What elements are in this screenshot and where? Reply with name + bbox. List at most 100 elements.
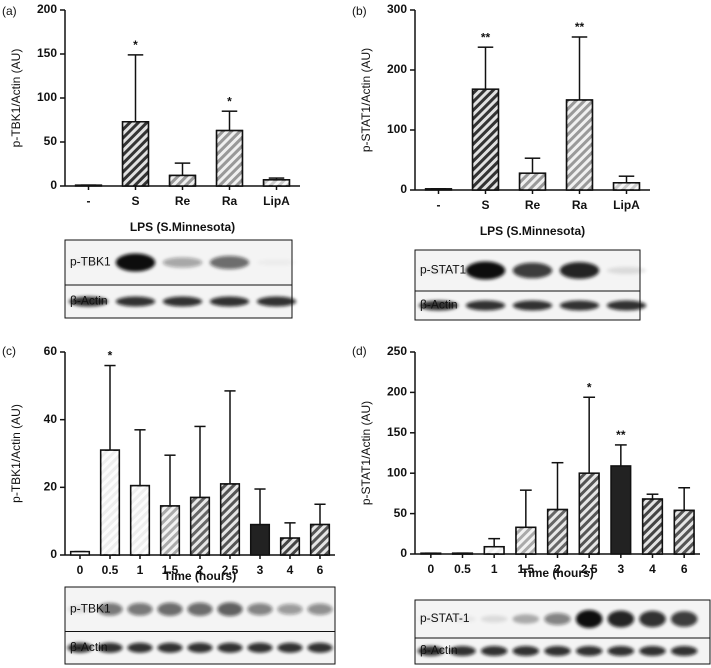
blot-band: [247, 603, 273, 616]
blot-band: [480, 646, 508, 656]
blot-band: [162, 296, 203, 307]
blot-band: [68, 296, 109, 307]
blot-band: [209, 255, 250, 270]
panel-label: (b): [352, 4, 367, 18]
y-tick-label: 150: [37, 46, 57, 60]
y-tick-label: 0: [400, 546, 407, 560]
bar-hatch: [262, 179, 291, 187]
y-tick-label: 200: [387, 62, 407, 76]
chart-panel: (b) 0 100 200 300 p-STAT1/Actin (AU) LPS (S.Mi…: [352, 2, 650, 321]
x-tick-label: 1.5: [517, 562, 534, 576]
blot-band: [187, 642, 213, 653]
x-tick-label: -: [437, 198, 441, 212]
x-tick-label: Re: [525, 198, 541, 212]
blot-band: [670, 646, 698, 656]
blot-band: [209, 296, 250, 307]
blot-band: [559, 262, 600, 279]
significance-mark: **: [616, 428, 626, 442]
bar-hatch: [189, 496, 211, 556]
blot-band: [575, 646, 603, 656]
x-tick-label: 0: [427, 562, 434, 576]
blot-label: β-Actin: [70, 294, 108, 308]
bar-hatch: [121, 121, 150, 187]
blot-bands: [418, 261, 647, 311]
blot-band: [256, 296, 297, 307]
bar-hatch: [546, 508, 569, 555]
panel-label: (c): [2, 344, 16, 358]
blot-band: [544, 646, 571, 656]
x-axis-label: Time (hours): [521, 566, 593, 580]
y-tick-label: 300: [387, 2, 407, 16]
blot-band: [97, 642, 123, 653]
blot-band: [127, 602, 153, 616]
bar: [249, 523, 271, 556]
significance-mark: *: [108, 349, 113, 363]
x-tick-label: S: [481, 198, 489, 212]
x-tick-label: 2.5: [581, 562, 598, 576]
blot-band: [606, 300, 647, 311]
bar-hatch: [279, 537, 301, 556]
blot-label: β-Actin: [70, 640, 108, 654]
blot-band: [512, 262, 553, 279]
blot-label: β-Actin: [420, 643, 458, 657]
bar-hatch: [168, 174, 197, 187]
blot-label: p-TBK1: [70, 255, 111, 269]
x-tick-label: 0.5: [102, 563, 119, 577]
bar-hatch: [215, 129, 244, 187]
y-tick-label: 50: [394, 506, 408, 520]
blot-band: [157, 602, 183, 616]
blot-band: [639, 646, 666, 656]
bar: [74, 184, 103, 187]
x-tick-label: 3: [617, 562, 624, 576]
bar-hatch: [518, 172, 547, 191]
x-tick-label: Ra: [572, 198, 588, 212]
blot-band: [217, 602, 243, 617]
blot-band: [512, 300, 553, 311]
blot-band: [449, 646, 476, 656]
blot-band: [115, 296, 156, 307]
bar-hatch: [159, 505, 181, 556]
y-tick-label: 200: [387, 385, 407, 399]
x-tick-label: 6: [317, 563, 324, 577]
blot-band: [465, 300, 506, 311]
y-axis-label: p-TBK1/Actin (AU): [9, 49, 23, 148]
x-tick-label: S: [131, 194, 139, 208]
blot-bands: [417, 610, 698, 656]
blot-band: [418, 300, 459, 311]
blot-band: [418, 267, 459, 274]
x-tick-label: 2: [554, 562, 561, 576]
x-tick-label: 1: [137, 563, 144, 577]
blot-band: [67, 605, 93, 613]
y-tick-label: 0: [50, 547, 57, 561]
blot-band: [639, 610, 666, 628]
blot-band: [575, 610, 603, 628]
bar-hatch: [515, 526, 537, 555]
panel-label: (d): [352, 344, 367, 358]
blot-band: [217, 642, 243, 653]
chart-panel: (a) 0 50 100 150 200 p-TBK1/Actin (AU) LPS (S.M…: [2, 2, 300, 319]
x-axis-label: LPS (S.Minnesota): [480, 224, 585, 238]
blot-bands: [68, 253, 297, 307]
blot-label: p-TBK1: [70, 601, 111, 615]
blot-band: [607, 646, 635, 656]
blot-band: [544, 613, 571, 625]
blot-band: [512, 646, 540, 656]
x-tick-label: 2.5: [222, 563, 239, 577]
bar-hatch: [641, 498, 664, 555]
bar-hatch: [673, 509, 695, 555]
blot-band: [115, 253, 156, 272]
blot-band: [512, 614, 540, 624]
bar-hatch: [99, 449, 121, 556]
significance-mark: **: [575, 20, 585, 34]
x-tick-label: -: [87, 194, 91, 208]
y-tick-label: 250: [387, 344, 407, 358]
significance-mark: **: [481, 30, 491, 44]
blot-band: [607, 610, 635, 628]
y-tick-label: 200: [37, 2, 57, 16]
y-tick-label: 0: [50, 178, 57, 192]
y-tick-label: 100: [387, 465, 407, 479]
blot-band: [480, 615, 508, 623]
bar-hatch: [578, 472, 600, 555]
significance-mark: *: [133, 38, 138, 52]
